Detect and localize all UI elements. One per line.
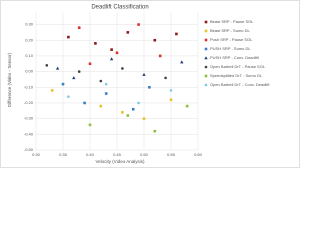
- point: [83, 101, 86, 105]
- point: [158, 54, 162, 58]
- y-tick-label: 0.30: [25, 22, 34, 27]
- point: [104, 92, 108, 95]
- legend-label: Beast SRP - Pause SOL: [210, 19, 254, 24]
- point: [99, 79, 103, 83]
- x-tick-label: 0.30: [32, 152, 41, 157]
- y-tick-label: 0.10: [25, 53, 34, 58]
- point: [126, 114, 130, 117]
- y-tick-label: 0.00: [25, 69, 34, 74]
- point: [77, 26, 81, 29]
- point: [126, 31, 130, 34]
- legend-label: PUSH SRP - Conv. Deadlift: [210, 55, 260, 60]
- point: [94, 42, 97, 45]
- x-tick-label: 0.55: [167, 152, 176, 157]
- legend-swatch: [204, 20, 208, 24]
- point: [175, 32, 178, 36]
- y-tick-label: -0.10: [24, 84, 34, 89]
- legend-label: Beast SRP - Sumo DL: [210, 28, 250, 33]
- point: [142, 72, 146, 76]
- legend-swatch: [204, 47, 208, 51]
- point: [142, 117, 146, 120]
- point: [77, 70, 81, 73]
- point: [137, 101, 140, 105]
- point: [169, 89, 173, 92]
- x-tick-label: 0.50: [140, 152, 149, 157]
- point: [50, 89, 54, 92]
- x-tick-label: 0.40: [86, 152, 95, 157]
- point: [67, 35, 70, 39]
- x-tick-label: 0.60: [194, 152, 203, 157]
- legend-label: Push SRP - Pause SOL: [210, 37, 253, 42]
- legend-swatch: [204, 56, 208, 60]
- point: [45, 64, 49, 67]
- chart-frame: [0, 0, 300, 168]
- point: [121, 67, 124, 70]
- legend-label: Speedsplitted DrT - Sumo DL: [210, 73, 263, 78]
- point: [67, 95, 70, 98]
- x-tick-label: 0.45: [113, 152, 122, 157]
- point: [72, 76, 76, 80]
- legend-swatch: [204, 74, 208, 78]
- point: [115, 51, 119, 55]
- point: [153, 129, 157, 133]
- point: [185, 104, 189, 108]
- point: [55, 66, 60, 70]
- point: [61, 82, 65, 86]
- chart-title: Deadlift Classification: [91, 5, 148, 11]
- y-tick-label: -0.50: [24, 147, 34, 152]
- point: [137, 23, 140, 26]
- point: [180, 60, 184, 64]
- legend-swatch: [204, 65, 208, 69]
- y-tick-label: 0.20: [25, 37, 34, 42]
- legend-swatch: [204, 29, 208, 33]
- y-tick-label: -0.20: [24, 100, 34, 105]
- point: [104, 82, 108, 86]
- legend-swatch: [204, 38, 208, 42]
- point: [169, 98, 173, 102]
- x-tick-label: 0.35: [59, 152, 68, 157]
- point: [88, 62, 92, 66]
- point: [164, 76, 167, 80]
- legend-label: PUSH SRP - Sumo DL: [210, 46, 251, 51]
- legend-label: Open Barbell DrT - Conv. Deadlift: [210, 82, 270, 87]
- point: [88, 123, 92, 127]
- point: [99, 104, 103, 108]
- point: [121, 111, 124, 114]
- point: [110, 48, 113, 51]
- legend-label: Open Barbell DrT - Pause SOL: [210, 64, 266, 69]
- point: [131, 107, 135, 111]
- y-tick-label: -0.40: [24, 131, 34, 136]
- point: [148, 85, 151, 89]
- legend-swatch: [204, 83, 208, 87]
- y-tick-label: -0.30: [24, 116, 34, 121]
- y-axis-title: Difference (Video - Sensor): [7, 52, 12, 107]
- x-axis-title: Velocity (Video Analysis): [96, 159, 145, 164]
- point: [153, 38, 157, 42]
- point: [109, 57, 114, 61]
- chart: Deadlift Classification Velocity (Video …: [0, 0, 300, 168]
